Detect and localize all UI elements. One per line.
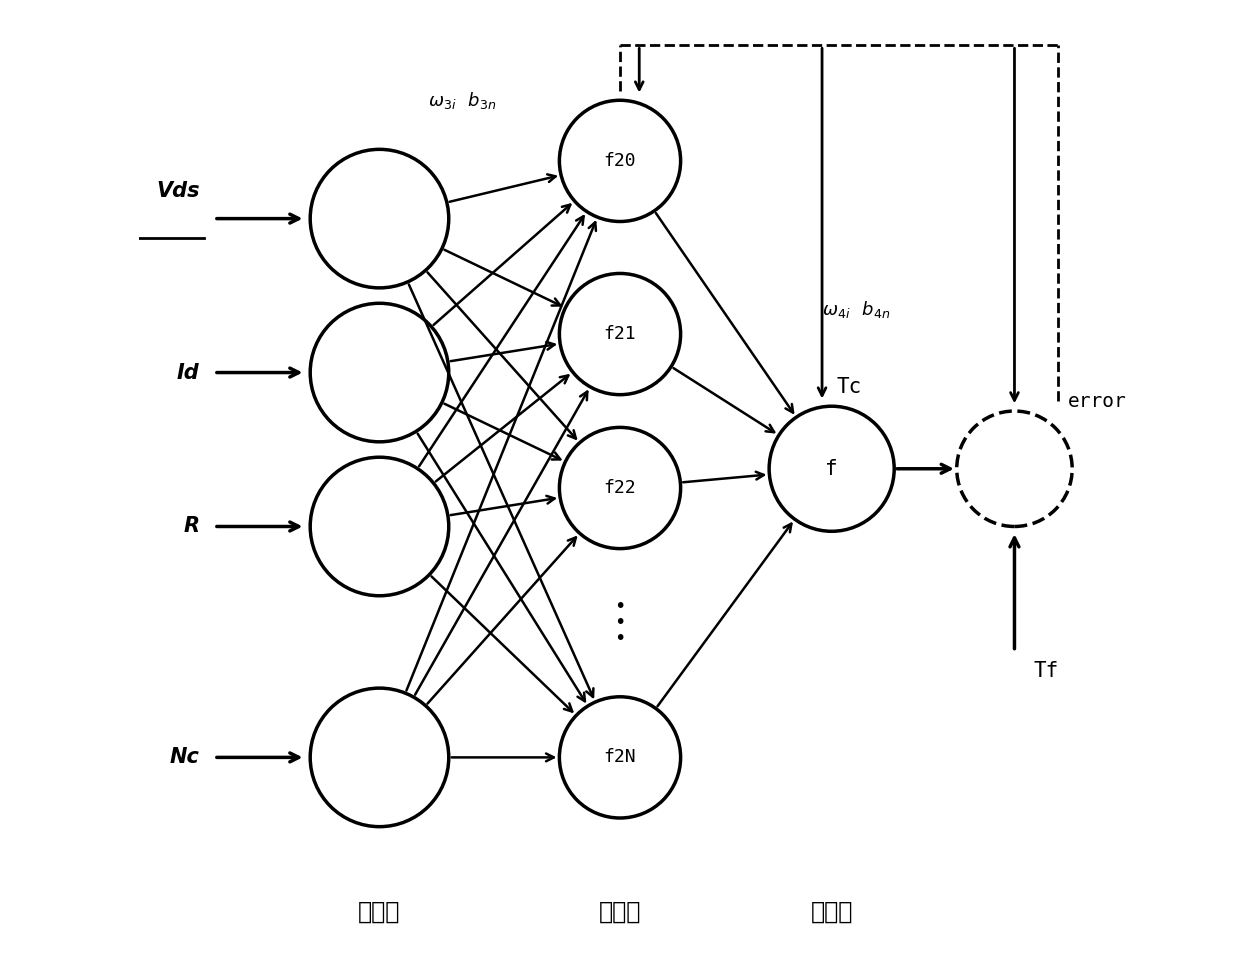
Text: $\omega_{3i}$  $b_{3n}$: $\omega_{3i}$ $b_{3n}$ xyxy=(428,90,496,111)
Text: Nc: Nc xyxy=(170,748,200,767)
Circle shape xyxy=(310,149,449,288)
Circle shape xyxy=(310,688,449,827)
Text: R: R xyxy=(184,516,200,537)
Circle shape xyxy=(559,697,681,818)
Circle shape xyxy=(769,406,894,531)
Text: $\omega_{4i}$  $b_{4n}$: $\omega_{4i}$ $b_{4n}$ xyxy=(822,299,890,319)
Text: Tf: Tf xyxy=(1034,661,1059,681)
Text: f22: f22 xyxy=(604,479,636,497)
Circle shape xyxy=(559,427,681,549)
Text: 隐含层: 隐含层 xyxy=(599,899,641,923)
Text: 输出层: 输出层 xyxy=(811,899,853,923)
Circle shape xyxy=(559,101,681,222)
Text: 输入层: 输入层 xyxy=(358,899,401,923)
Text: error: error xyxy=(1068,392,1126,411)
Text: f20: f20 xyxy=(604,152,636,170)
Circle shape xyxy=(957,411,1073,526)
Text: •
•
•: • • • xyxy=(614,597,626,648)
Text: f: f xyxy=(826,459,838,479)
Text: Id: Id xyxy=(177,362,200,383)
Text: f2N: f2N xyxy=(604,749,636,766)
Circle shape xyxy=(559,273,681,394)
Text: f21: f21 xyxy=(604,325,636,343)
Circle shape xyxy=(310,304,449,442)
Circle shape xyxy=(310,457,449,595)
Text: Tc: Tc xyxy=(837,377,862,396)
Text: Vds: Vds xyxy=(156,182,200,201)
